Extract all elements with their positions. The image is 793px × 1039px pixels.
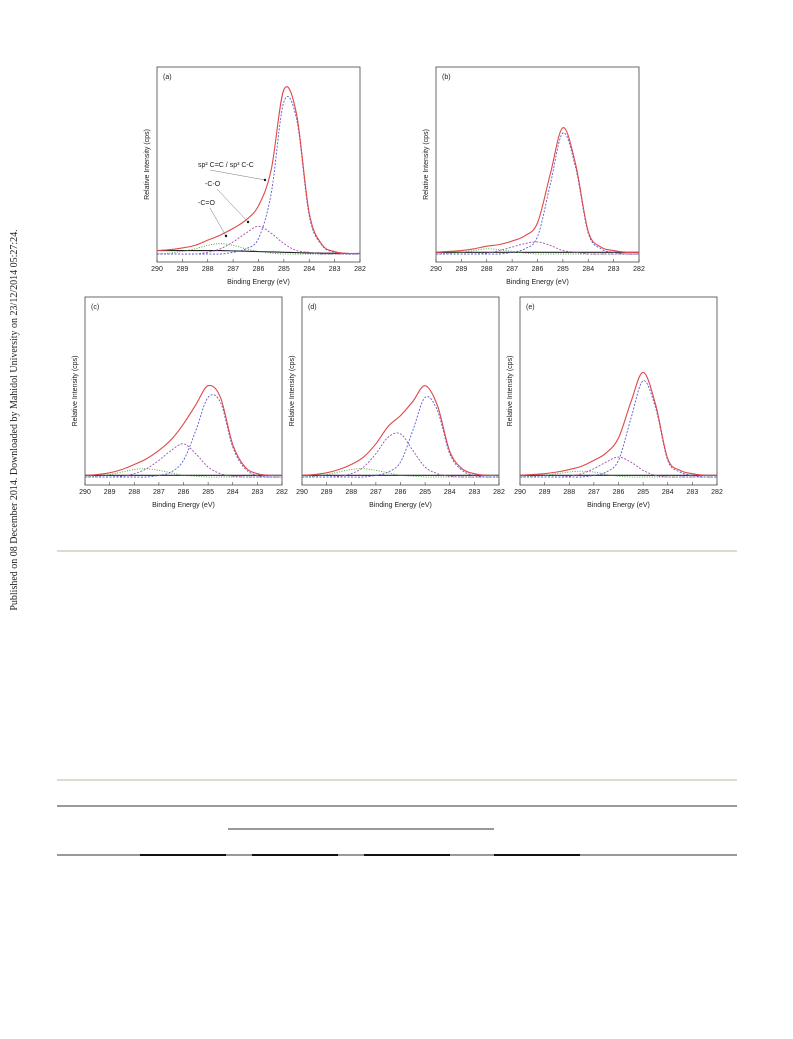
- x-tick-label: 284: [444, 489, 456, 496]
- y-axis-label: Relative Intensity (cps): [144, 129, 151, 200]
- x-tick-label: 286: [532, 266, 544, 273]
- panel-label: (b): [442, 74, 451, 81]
- spectrum-curve: [157, 96, 361, 255]
- x-tick-label: 284: [582, 266, 594, 273]
- annotation-leader: [216, 188, 249, 223]
- plot-frame: [301, 296, 500, 486]
- x-tick-label: 282: [354, 266, 366, 273]
- annotation: sp² C=C / sp³ C-C: [198, 162, 254, 169]
- x-tick-label: 290: [514, 489, 526, 496]
- x-axis-label: Binding Energy (eV): [227, 279, 290, 286]
- x-tick-label: 285: [202, 489, 214, 496]
- x-tick-label: 282: [276, 489, 288, 496]
- x-tick-label: 290: [296, 489, 308, 496]
- x-tick-label: 287: [153, 489, 165, 496]
- annotation-dot: [263, 178, 267, 182]
- x-tick-label: 288: [128, 489, 140, 496]
- x-tick-label: 283: [608, 266, 620, 273]
- annotation: -C-O: [205, 181, 221, 188]
- y-axis-label: Relative Intensity (cps): [423, 129, 430, 200]
- spectrum-curve: [84, 384, 283, 477]
- x-tick-label: 282: [633, 266, 645, 273]
- annotation-leader: [209, 169, 266, 181]
- x-axis-label: Binding Energy (eV): [152, 502, 215, 509]
- spectrum-curve: [519, 371, 718, 477]
- spectrum-curve: [156, 86, 361, 255]
- spectrum-curve: [435, 127, 640, 253]
- x-tick-label: 284: [662, 489, 674, 496]
- x-tick-label: 288: [202, 266, 214, 273]
- y-axis-label: Relative Intensity (cps): [72, 356, 79, 427]
- panel-label: (a): [163, 74, 172, 81]
- x-tick-label: 282: [711, 489, 723, 496]
- x-tick-label: 283: [329, 266, 341, 273]
- x-tick-label: 283: [252, 489, 264, 496]
- x-tick-label: 285: [278, 266, 290, 273]
- spectrum-curve: [520, 380, 718, 478]
- sidebar-text: Published on 08 December 2014. Downloade…: [9, 229, 20, 610]
- annotation: -C=O: [198, 200, 215, 207]
- spectrum-curve: [157, 225, 360, 255]
- x-tick-label: 285: [557, 266, 569, 273]
- x-tick-label: 282: [493, 489, 505, 496]
- x-tick-label: 285: [419, 489, 431, 496]
- y-axis-label: Relative Intensity (cps): [289, 356, 296, 427]
- annotation-dot: [246, 220, 250, 224]
- y-axis-label: Relative Intensity (cps): [507, 356, 514, 427]
- x-tick-label: 289: [104, 489, 116, 496]
- x-tick-label: 284: [303, 266, 315, 273]
- x-tick-label: 290: [79, 489, 91, 496]
- spectrum-curve: [302, 396, 500, 478]
- x-tick-label: 286: [613, 489, 625, 496]
- plot-frame: [435, 66, 640, 263]
- annotation-dot: [224, 234, 228, 238]
- annotation-leader: [209, 207, 227, 237]
- x-tick-label: 289: [321, 489, 333, 496]
- plot-frame: [84, 296, 283, 486]
- x-axis-label: Binding Energy (eV): [506, 279, 569, 286]
- x-tick-label: 288: [481, 266, 493, 273]
- spectrum-curve: [85, 394, 283, 478]
- x-tick-label: 290: [151, 266, 163, 273]
- x-tick-label: 283: [469, 489, 481, 496]
- x-tick-label: 285: [637, 489, 649, 496]
- plot-frame: [156, 66, 361, 263]
- x-tick-label: 289: [177, 266, 189, 273]
- x-tick-label: 289: [539, 489, 551, 496]
- x-tick-label: 289: [456, 266, 468, 273]
- x-axis-label: Binding Energy (eV): [587, 502, 650, 509]
- x-tick-label: 283: [687, 489, 699, 496]
- x-tick-label: 287: [588, 489, 600, 496]
- x-tick-label: 290: [430, 266, 442, 273]
- spectrum-curve: [302, 432, 500, 478]
- x-tick-label: 287: [370, 489, 382, 496]
- spectrum-curve: [301, 385, 500, 477]
- x-tick-label: 288: [345, 489, 357, 496]
- spectrum-curve: [436, 132, 640, 255]
- x-tick-label: 287: [227, 266, 239, 273]
- x-tick-label: 288: [563, 489, 575, 496]
- x-axis-label: Binding Energy (eV): [369, 502, 432, 509]
- panel-label: (e): [526, 304, 535, 311]
- spectrum-curve: [519, 470, 718, 478]
- x-tick-label: 286: [253, 266, 265, 273]
- spectrum-curve: [436, 241, 639, 255]
- x-tick-label: 284: [227, 489, 239, 496]
- spectrum-curve: [156, 243, 360, 255]
- panel-label: (c): [91, 304, 99, 311]
- x-tick-label: 286: [178, 489, 190, 496]
- x-tick-label: 286: [395, 489, 407, 496]
- panel-label: (d): [308, 304, 317, 311]
- x-tick-label: 287: [506, 266, 518, 273]
